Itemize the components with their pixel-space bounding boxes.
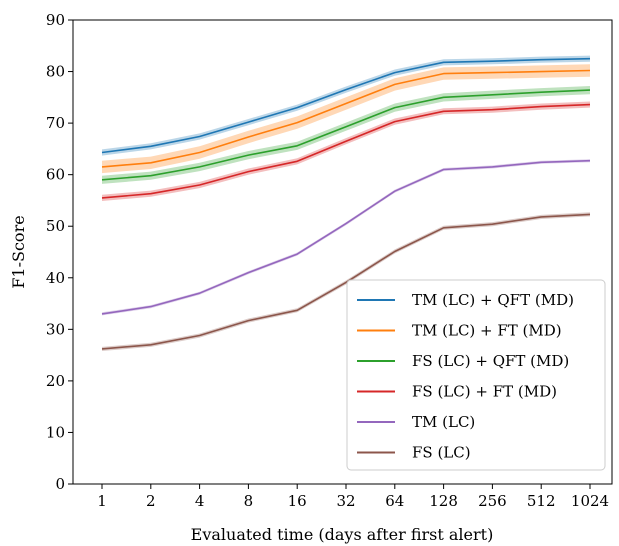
x-tick-label: 512 xyxy=(527,492,556,510)
legend-entry: FS (LC) + QFT (MD) xyxy=(412,352,569,370)
y-tick-label: 80 xyxy=(46,63,65,81)
x-tick-label: 64 xyxy=(385,492,404,510)
x-tick-label: 2 xyxy=(146,492,156,510)
y-tick-label: 90 xyxy=(46,11,65,29)
legend-entry: FS (LC) + FT (MD) xyxy=(412,383,557,401)
legend-entry: TM (LC) + QFT (MD) xyxy=(412,291,574,309)
series-band xyxy=(102,101,590,201)
series-line xyxy=(101,69,591,168)
series-band xyxy=(102,55,590,156)
x-tick-label: 16 xyxy=(288,492,307,510)
series-band xyxy=(102,86,590,184)
y-tick-label: 30 xyxy=(46,320,65,338)
x-tick-label: 1 xyxy=(97,492,107,510)
series-line xyxy=(101,89,591,181)
x-tick-label: 1024 xyxy=(571,492,609,510)
y-axis: 0 10 20 30 40 50 60 70 80 90 xyxy=(46,11,73,493)
x-tick-label: 128 xyxy=(429,492,458,510)
x-tick-label: 32 xyxy=(336,492,355,510)
series-band xyxy=(102,64,590,174)
legend-box xyxy=(346,279,606,471)
y-tick-label: 70 xyxy=(46,114,65,132)
y-tick-label: 20 xyxy=(46,372,65,390)
series-line xyxy=(101,103,591,199)
y-tick-label: 50 xyxy=(46,217,65,235)
x-axis: 1 2 4 8 16 32 64 128 256 512 1024 xyxy=(97,484,609,510)
series-line xyxy=(101,213,591,350)
legend: TM (LC) + QFT (MD) TM (LC) + FT (MD) FS (L… xyxy=(346,279,606,471)
legend-entry: TM (LC) xyxy=(412,413,475,431)
y-axis-label: F1-Score xyxy=(9,215,28,288)
x-tick-label: 8 xyxy=(244,492,254,510)
plot-frame xyxy=(72,19,613,485)
legend-entry: FS (LC) xyxy=(412,444,471,462)
y-tick-label: 10 xyxy=(46,423,65,441)
y-tick-label: 0 xyxy=(55,475,65,493)
x-tick-label: 4 xyxy=(195,492,205,510)
series-lines xyxy=(101,57,591,350)
series-line xyxy=(101,159,591,315)
y-tick-label: 40 xyxy=(46,269,65,287)
series-line xyxy=(101,57,591,154)
x-axis-label: Evaluated time (days after first alert) xyxy=(191,525,494,544)
legend-entry: TM (LC) + FT (MD) xyxy=(412,322,562,340)
x-tick-label: 256 xyxy=(478,492,507,510)
y-tick-label: 60 xyxy=(46,166,65,184)
